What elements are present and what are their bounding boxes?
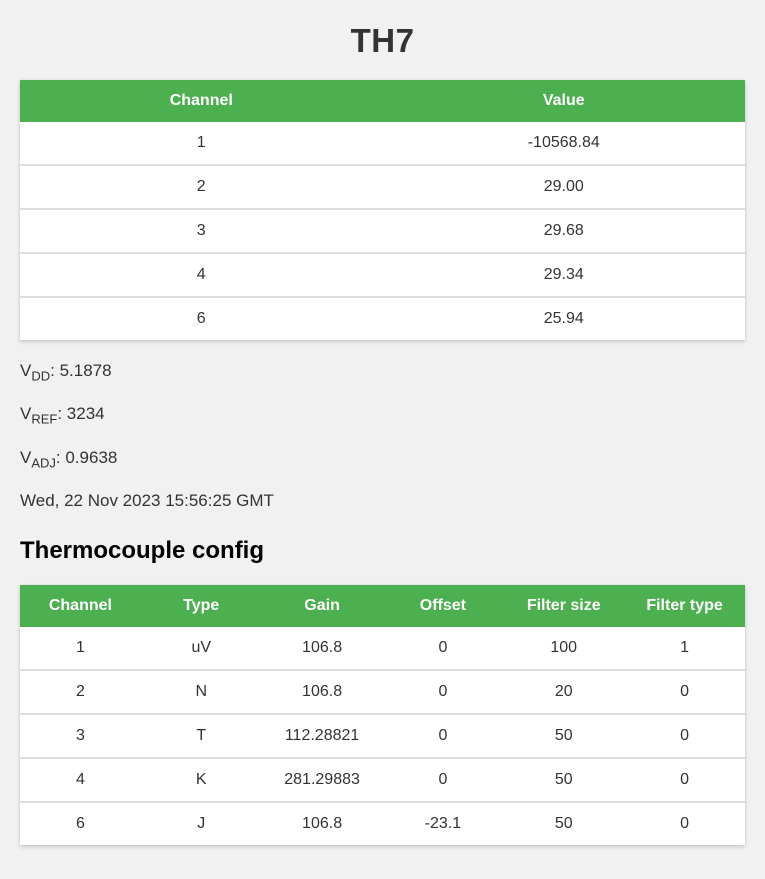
readings-cell-value: -10568.84	[382, 122, 745, 166]
readings-header-row: Channel Value	[20, 80, 745, 122]
voltage-vdd-base: V	[20, 361, 32, 380]
readings-cell-value: 29.68	[382, 209, 745, 254]
voltage-vadj: VADJ: 0.9638	[20, 448, 745, 470]
config-cell-gain: 106.8	[261, 627, 383, 672]
voltage-vdd: VDD: 5.1878	[20, 361, 745, 383]
config-header-filter-type: Filter type	[624, 585, 745, 628]
table-row: 4 K 281.29883 0 50 0	[20, 758, 745, 804]
config-header-type: Type	[140, 585, 262, 628]
config-cell-filter-size: 100	[503, 627, 625, 672]
page-container: TH7 Channel Value 1 -10568.84 2 29.00 3 …	[0, 22, 765, 879]
config-cell-filter-type: 0	[624, 670, 745, 716]
page-title: TH7	[350, 22, 415, 59]
voltage-vdd-sub: DD	[31, 368, 51, 384]
config-cell-type: J	[140, 802, 262, 846]
config-header-gain: Gain	[261, 585, 383, 628]
config-table-header: Channel Type Gain Offset Filter size Fil…	[20, 585, 745, 628]
config-cell-filter-size: 20	[503, 670, 625, 716]
config-cell-channel: 4	[20, 758, 141, 804]
voltage-vref-value: : 3234	[57, 404, 105, 424]
config-cell-filter-type: 0	[624, 758, 745, 804]
config-cell-filter-type: 0	[624, 802, 745, 846]
readings-cell-channel: 6	[20, 297, 383, 340]
voltage-vadj-sub: ADJ	[31, 455, 56, 471]
readings-header-channel: Channel	[20, 80, 383, 122]
voltage-vref: VREF: 3234	[20, 404, 745, 426]
table-row: 1 uV 106.8 0 100 1	[20, 627, 745, 672]
config-cell-offset: 0	[382, 714, 504, 760]
table-row: 4 29.34	[20, 253, 745, 298]
table-row: 6 J 106.8 -23.1 50 0	[20, 802, 745, 846]
voltage-vref-base: V	[20, 404, 32, 424]
table-row: 6 25.94	[20, 297, 745, 340]
readings-table-header: Channel Value	[20, 80, 745, 122]
config-cell-offset: 0	[382, 670, 504, 716]
table-row: 2 29.00	[20, 165, 745, 210]
config-cell-channel: 2	[20, 670, 141, 716]
config-cell-filter-size: 50	[503, 802, 625, 846]
voltage-vadj-value: : 0.9638	[55, 447, 118, 467]
config-cell-channel: 1	[20, 627, 141, 672]
readings-table-body: 1 -10568.84 2 29.00 3 29.68 4 29.34 6 25…	[20, 122, 745, 340]
config-cell-channel: 6	[20, 802, 141, 846]
config-cell-filter-type: 0	[624, 714, 745, 760]
voltage-vref-sub: REF	[31, 411, 58, 427]
table-row: 3 29.68	[20, 209, 745, 254]
config-cell-type: T	[140, 714, 262, 760]
config-cell-gain: 106.8	[261, 670, 383, 716]
config-header-channel: Channel	[20, 585, 141, 628]
config-cell-gain: 281.29883	[261, 758, 383, 804]
config-table-body: 1 uV 106.8 0 100 1 2 N 106.8 0 20 0 3 T …	[20, 627, 745, 846]
config-cell-type: N	[140, 670, 262, 716]
config-header-filter-size: Filter size	[503, 585, 625, 628]
section-heading-thermocouple-config: Thermocouple config	[20, 537, 265, 565]
readings-cell-value: 29.00	[382, 165, 745, 210]
voltage-vdd-value: : 5.1878	[50, 361, 112, 380]
config-cell-type: uV	[140, 627, 262, 672]
readings-cell-channel: 1	[20, 122, 383, 166]
config-cell-gain: 106.8	[261, 802, 383, 846]
config-cell-offset: 0	[382, 758, 504, 804]
config-cell-filter-size: 50	[503, 714, 625, 760]
readings-cell-channel: 4	[20, 253, 383, 298]
config-cell-filter-size: 50	[503, 758, 625, 804]
config-cell-filter-type: 1	[624, 627, 745, 672]
config-header-row: Channel Type Gain Offset Filter size Fil…	[20, 585, 745, 628]
config-header-offset: Offset	[382, 585, 504, 628]
table-row: 2 N 106.8 0 20 0	[20, 670, 745, 716]
config-cell-offset: 0	[382, 627, 504, 672]
config-cell-type: K	[140, 758, 262, 804]
readings-header-value: Value	[382, 80, 745, 122]
table-row: 3 T 112.28821 0 50 0	[20, 714, 745, 760]
readings-table: Channel Value 1 -10568.84 2 29.00 3 29.6…	[20, 80, 745, 340]
voltage-vadj-base: V	[20, 447, 32, 467]
timestamp: Wed, 22 Nov 2023 15:56:25 GMT	[20, 491, 274, 511]
config-cell-channel: 3	[20, 714, 141, 760]
config-table: Channel Type Gain Offset Filter size Fil…	[20, 585, 745, 846]
readings-cell-channel: 3	[20, 209, 383, 254]
readings-cell-value: 29.34	[382, 253, 745, 298]
table-row: 1 -10568.84	[20, 122, 745, 166]
config-cell-offset: -23.1	[382, 802, 504, 846]
readings-cell-channel: 2	[20, 165, 383, 210]
readings-cell-value: 25.94	[382, 297, 745, 340]
config-cell-gain: 112.28821	[261, 714, 383, 760]
